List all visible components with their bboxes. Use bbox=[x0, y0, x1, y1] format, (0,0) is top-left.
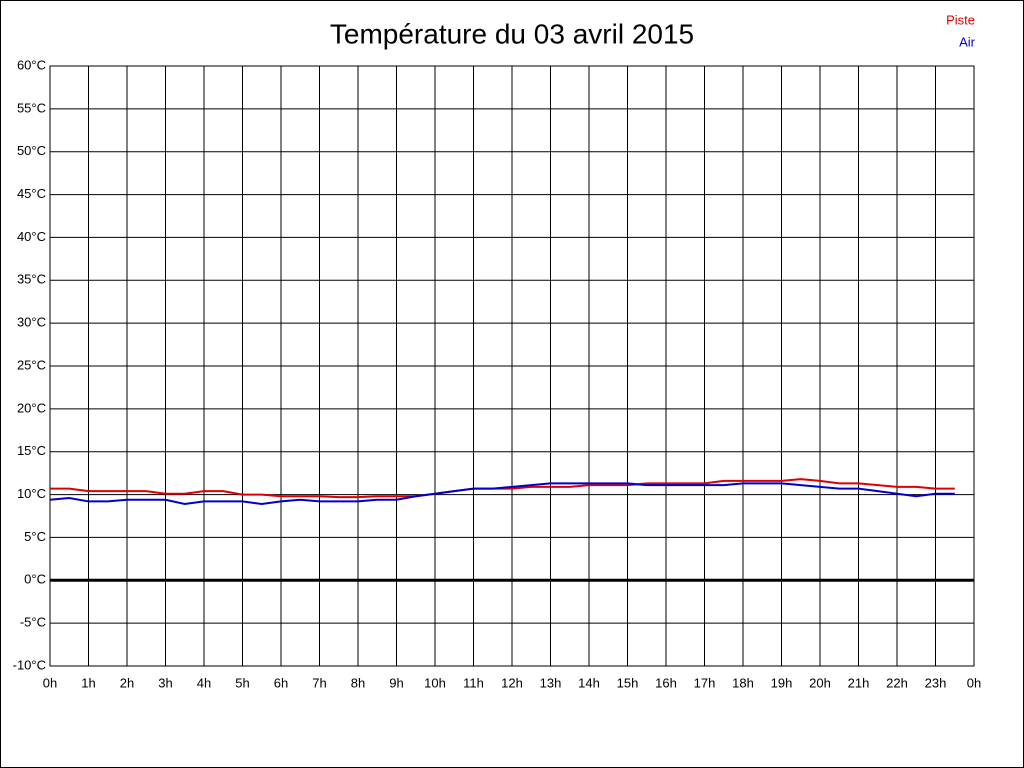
y-tick-label: 55°C bbox=[17, 100, 46, 115]
legend-label: Piste bbox=[946, 12, 975, 27]
x-tick-label: 12h bbox=[501, 675, 523, 690]
x-tick-label: 7h bbox=[312, 675, 326, 690]
y-tick-label: 15°C bbox=[17, 443, 46, 458]
plot-area bbox=[49, 65, 975, 667]
x-tick-label: 19h bbox=[771, 675, 793, 690]
x-tick-label: 18h bbox=[732, 675, 754, 690]
x-tick-label: 10h bbox=[424, 675, 446, 690]
x-tick-label: 0h bbox=[43, 675, 57, 690]
x-tick-label: 22h bbox=[886, 675, 908, 690]
x-tick-label: 13h bbox=[540, 675, 562, 690]
y-tick-label: 30°C bbox=[17, 315, 46, 330]
x-tick-label: 8h bbox=[351, 675, 365, 690]
y-tick-label: 25°C bbox=[17, 357, 46, 372]
x-tick-label: 20h bbox=[809, 675, 831, 690]
series-line bbox=[49, 482, 955, 506]
y-tick-label: 40°C bbox=[17, 229, 46, 244]
y-tick-label: -10°C bbox=[13, 657, 46, 672]
x-tick-label: 0h bbox=[967, 675, 981, 690]
x-tick-label: 23h bbox=[925, 675, 947, 690]
x-tick-label: 11h bbox=[463, 675, 484, 690]
x-tick-label: 1h bbox=[81, 675, 95, 690]
x-tick-label: 9h bbox=[389, 675, 403, 690]
x-tick-label: 15h bbox=[617, 675, 639, 690]
y-tick-label: 35°C bbox=[17, 272, 46, 287]
y-tick-label: 20°C bbox=[17, 400, 46, 415]
chart-title: Température du 03 avril 2015 bbox=[330, 18, 694, 49]
x-tick-label: 4h bbox=[197, 675, 211, 690]
y-tick-label: 10°C bbox=[17, 486, 46, 501]
x-tick-label: 6h bbox=[274, 675, 288, 690]
y-tick-label: 0°C bbox=[24, 572, 46, 587]
y-tick-label: 50°C bbox=[17, 143, 46, 158]
y-tick-label: 5°C bbox=[24, 529, 46, 544]
legend-label: Air bbox=[959, 34, 976, 49]
x-tick-label: 21h bbox=[848, 675, 870, 690]
y-tick-label: -5°C bbox=[20, 615, 46, 630]
x-tick-label: 14h bbox=[578, 675, 600, 690]
x-tick-label: 2h bbox=[120, 675, 134, 690]
x-tick-label: 3h bbox=[158, 675, 172, 690]
y-tick-label: 60°C bbox=[17, 57, 46, 72]
x-tick-label: 5h bbox=[235, 675, 249, 690]
x-tick-label: 16h bbox=[655, 675, 677, 690]
x-tick-label: 17h bbox=[694, 675, 716, 690]
y-tick-label: 45°C bbox=[17, 186, 46, 201]
